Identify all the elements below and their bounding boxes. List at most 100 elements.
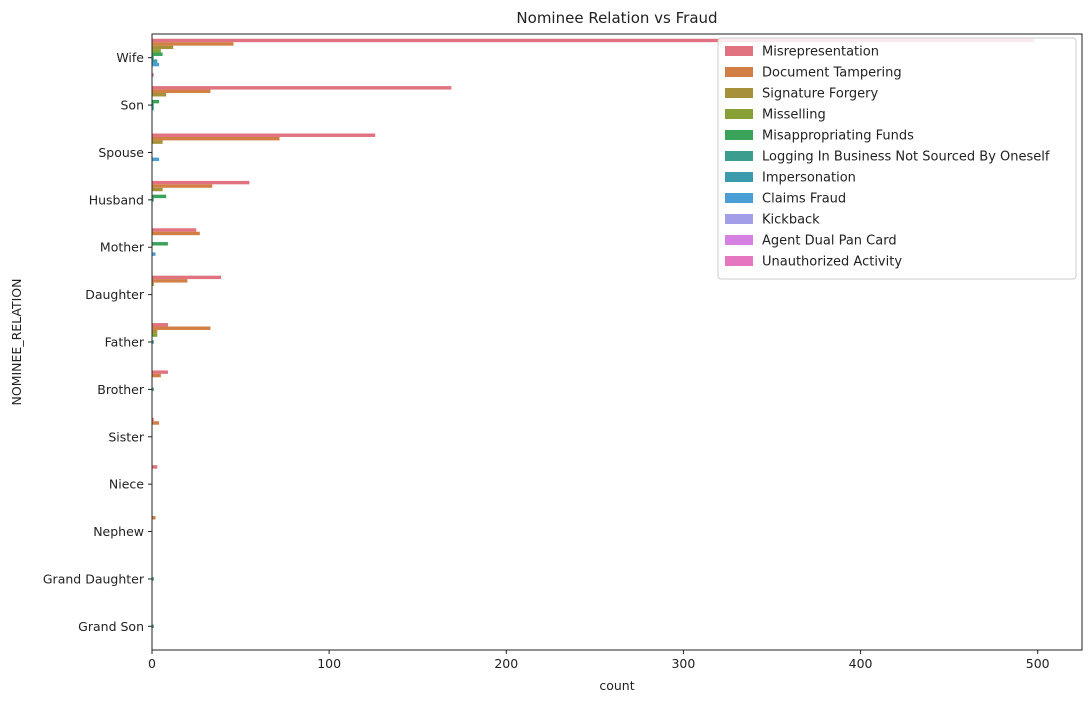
bar — [152, 340, 154, 344]
legend-item: Kickback — [725, 213, 820, 228]
legend-label: Document Tampering — [762, 66, 902, 81]
bar — [152, 275, 222, 280]
bar — [152, 282, 154, 286]
legend-swatch — [725, 46, 753, 56]
y-tick-label: Nephew — [93, 524, 144, 539]
legend-item: Impersonation — [725, 171, 856, 186]
legend-box — [717, 37, 1077, 280]
bar — [152, 417, 154, 422]
bar — [152, 323, 168, 327]
legend-swatch — [725, 130, 753, 140]
legend-label: Misrepresentation — [762, 45, 879, 60]
series-5 — [152, 55, 154, 629]
series-6 — [152, 59, 158, 111]
legend-label: Unauthorized Activity — [762, 255, 902, 270]
series-7 — [152, 62, 160, 256]
bar — [152, 465, 158, 469]
series-1 — [152, 42, 280, 520]
x-axis: 0 100 200 300 400 500 — [148, 650, 1050, 671]
bar — [152, 103, 154, 107]
legend: Misrepresentation Document Tampering Signa… — [717, 37, 1077, 280]
y-tick-label: Grand Son — [78, 619, 144, 634]
legend-label: Claims Fraud — [762, 192, 846, 207]
legend-item: Unauthorized Activity — [725, 255, 902, 270]
bar — [152, 242, 168, 246]
legend-swatch — [725, 67, 753, 77]
legend-swatch — [725, 214, 753, 224]
bar — [152, 180, 250, 185]
y-tick-label: Father — [105, 335, 145, 350]
bar — [152, 133, 376, 137]
bar — [152, 73, 154, 77]
legend-label: Misappropriating Funds — [762, 129, 914, 144]
bar — [152, 329, 158, 334]
bar — [152, 136, 280, 141]
legend-label: Signature Forgery — [762, 87, 879, 102]
bar — [152, 231, 200, 236]
plot-area — [151, 33, 1083, 651]
y-tick-label: Spouse — [98, 145, 144, 160]
legend-item: Misrepresentation — [725, 45, 879, 60]
legend-item: Signature Forgery — [725, 87, 879, 102]
legend-item: Document Tampering — [725, 66, 902, 81]
bar — [152, 516, 156, 520]
y-tick-label: Brother — [97, 382, 145, 397]
x-tick-label: 400 — [849, 656, 873, 671]
y-tick-label: Husband — [89, 192, 144, 207]
y-tick-label: Grand Daughter — [43, 571, 145, 586]
bar — [152, 279, 188, 283]
y-axis: Wife Son Spouse Husband Mother Daughter Father… — [43, 50, 152, 634]
legend-label: Logging In Business Not Sourced By Onese… — [762, 150, 1050, 165]
bar — [152, 106, 154, 111]
legend-item: Claims Fraud — [725, 192, 846, 207]
legend-item: Agent Dual Pan Card — [725, 234, 897, 249]
legend-label: Impersonation — [762, 171, 856, 186]
bar — [152, 373, 161, 378]
bar — [152, 140, 163, 144]
legend-swatch — [725, 193, 753, 203]
y-tick-label: Sister — [108, 429, 145, 444]
series-3 — [152, 49, 161, 337]
bar — [152, 89, 211, 94]
bar — [152, 577, 154, 581]
y-tick-label: Mother — [100, 240, 145, 255]
bar — [152, 198, 154, 202]
bar — [152, 370, 168, 374]
bar — [152, 387, 154, 392]
series-4 — [152, 52, 168, 246]
y-axis-title: NOMINEE_RELATION — [9, 279, 24, 406]
bar — [152, 49, 161, 53]
chart-title: Nominee Relation vs Fraud — [516, 9, 717, 27]
bar — [152, 59, 158, 63]
bar — [152, 99, 160, 104]
bar — [152, 421, 160, 425]
legend-label: Misselling — [762, 108, 826, 123]
legend-label: Kickback — [762, 213, 820, 228]
bar — [152, 187, 163, 192]
y-tick-label: Wife — [116, 50, 144, 65]
legend-swatch — [725, 88, 753, 98]
legend-swatch — [725, 235, 753, 245]
legend-swatch — [725, 256, 753, 266]
x-axis-title: count — [599, 678, 634, 693]
bar — [152, 52, 163, 56]
bar — [152, 86, 452, 90]
legend-item: Logging In Business Not Sourced By Onese… — [725, 150, 1050, 165]
legend-swatch — [725, 109, 753, 119]
legend-swatch — [725, 151, 753, 161]
bar — [152, 228, 197, 232]
x-tick-label: 300 — [671, 656, 695, 671]
bar — [152, 194, 167, 199]
bar — [152, 45, 174, 50]
legend-label: Agent Dual Pan Card — [762, 234, 897, 249]
bar — [152, 333, 158, 337]
series-2 — [152, 45, 174, 334]
bar — [152, 93, 167, 97]
bar — [152, 38, 1035, 43]
y-tick-label: Niece — [109, 477, 144, 492]
bar — [152, 624, 154, 629]
x-tick-label: 200 — [494, 656, 518, 671]
bar — [152, 184, 213, 188]
bar — [152, 252, 156, 256]
